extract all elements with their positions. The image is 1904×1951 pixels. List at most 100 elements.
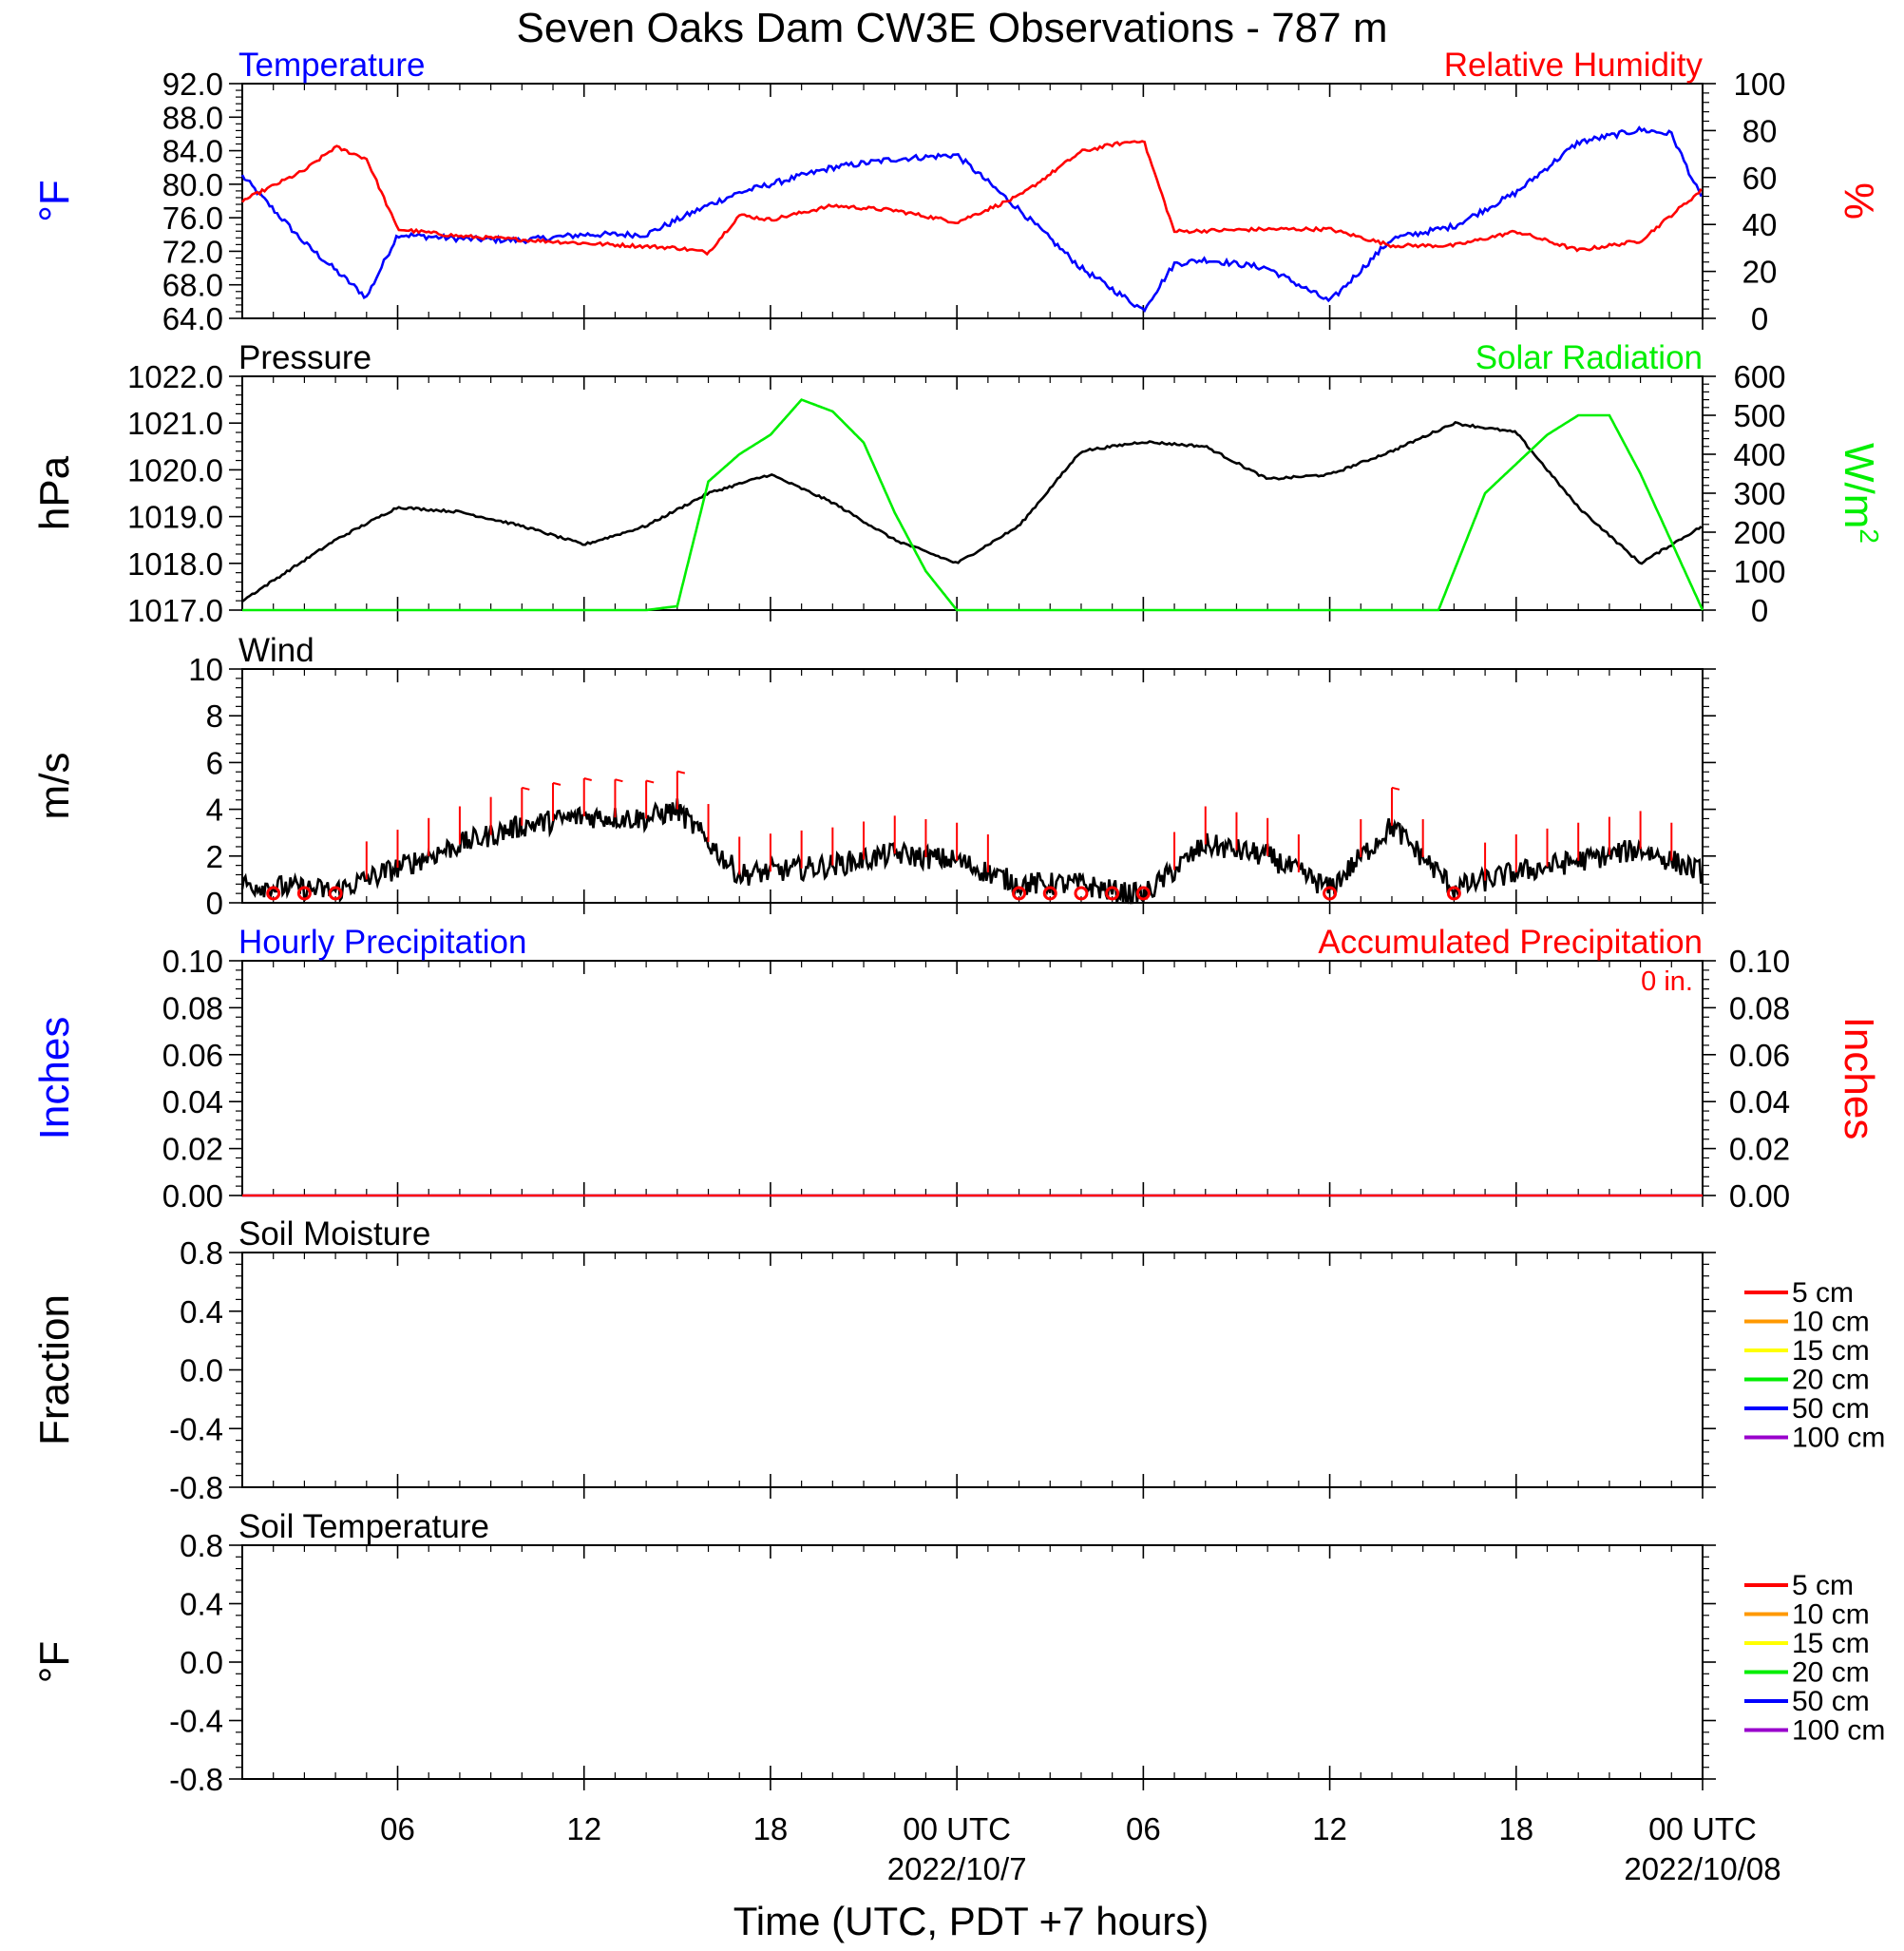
y-tick-label: 0.02 bbox=[162, 1132, 223, 1167]
y-tick-label: 1018.0 bbox=[127, 546, 223, 582]
calm-marker bbox=[328, 886, 343, 901]
soil-temp-frame bbox=[241, 1544, 1704, 1780]
solar-line bbox=[242, 398, 1704, 612]
right-tick-label: 0.02 bbox=[1729, 1132, 1790, 1167]
precip-left-title: Hourly Precipitation bbox=[238, 924, 526, 961]
right-tick-label: 20 bbox=[1742, 255, 1778, 290]
right-tick-label: 400 bbox=[1733, 437, 1785, 472]
y-tick-label: -0.8 bbox=[169, 1470, 223, 1505]
legend-label: 10 cm bbox=[1792, 1307, 1870, 1338]
legend-label: 100 cm bbox=[1792, 1715, 1885, 1747]
x-tick-label: 18 bbox=[753, 1811, 789, 1846]
precip-total-label: 0 in. bbox=[1641, 966, 1693, 997]
y-tick-label: 0.0 bbox=[180, 1353, 223, 1388]
y-tick-label: 92.0 bbox=[162, 67, 223, 102]
right-tick-label: 60 bbox=[1742, 161, 1778, 196]
y-tick-label: 0.00 bbox=[162, 1178, 223, 1214]
pressure-frame bbox=[241, 375, 1704, 611]
y-tick-label: 88.0 bbox=[162, 100, 223, 135]
right-tick-label: 100 bbox=[1733, 554, 1785, 589]
soil-moisture-frame bbox=[241, 1252, 1704, 1488]
right-tick-label: 0.08 bbox=[1729, 990, 1790, 1025]
calm-marker bbox=[1042, 886, 1057, 901]
legend-label: 100 cm bbox=[1792, 1423, 1885, 1454]
y-tick-label: 80.0 bbox=[162, 167, 223, 202]
y-tick-label: 68.0 bbox=[162, 268, 223, 303]
legend-label: 10 cm bbox=[1792, 1599, 1870, 1631]
legend-label: 20 cm bbox=[1792, 1657, 1870, 1689]
temperature-line bbox=[240, 125, 1703, 313]
y-tick-label: 10 bbox=[188, 652, 223, 687]
right-tick-label: 0.00 bbox=[1729, 1178, 1790, 1214]
wind-barb-flag bbox=[583, 777, 592, 781]
y-tick-label: 1017.0 bbox=[127, 593, 223, 628]
humidity-line bbox=[241, 140, 1703, 257]
precip-right-title: Accumulated Precipitation bbox=[1318, 924, 1703, 961]
legend-label: 15 cm bbox=[1792, 1335, 1870, 1367]
calm-marker bbox=[1446, 886, 1461, 901]
right-tick-label: 40 bbox=[1742, 207, 1778, 242]
y-tick-label: 0.4 bbox=[180, 1294, 223, 1329]
wind-barb-flag bbox=[615, 778, 623, 783]
wind-left-unit: m/s bbox=[31, 753, 78, 820]
x-tick-label: 12 bbox=[566, 1811, 601, 1846]
wind-barb-flag bbox=[676, 770, 686, 775]
legend-label: 50 cm bbox=[1792, 1686, 1870, 1717]
pressure-left-unit: hPa bbox=[31, 455, 78, 530]
legend-label: 5 cm bbox=[1792, 1277, 1854, 1309]
soil_temp-left-title: Soil Temperature bbox=[238, 1508, 489, 1545]
pressure-right-title: Solar Radiation bbox=[1476, 339, 1703, 376]
right-tick-label: 0 bbox=[1751, 301, 1768, 336]
temp_rh-right-unit: % bbox=[1836, 182, 1882, 220]
y-tick-label: 2 bbox=[206, 839, 223, 874]
y-tick-label: 0.10 bbox=[162, 944, 223, 979]
soil_temp-left-unit: °F bbox=[31, 1641, 78, 1683]
soil_moisture-left-unit: Fraction bbox=[31, 1294, 78, 1445]
right-tick-label: 0.10 bbox=[1729, 944, 1790, 979]
y-tick-label: 0.04 bbox=[162, 1084, 223, 1119]
y-tick-label: 0 bbox=[206, 886, 223, 921]
right-tick-label: 0 bbox=[1751, 593, 1768, 628]
legend-label: 5 cm bbox=[1792, 1570, 1854, 1601]
y-tick-label: 0.4 bbox=[180, 1587, 223, 1622]
calm-marker bbox=[1105, 886, 1120, 901]
y-tick-label: -0.4 bbox=[169, 1411, 223, 1446]
precip-right-unit: Inches bbox=[1836, 1017, 1882, 1140]
right-tick-label: 0.06 bbox=[1729, 1038, 1790, 1073]
calm-marker bbox=[1323, 886, 1338, 901]
y-tick-label: 0.8 bbox=[180, 1528, 223, 1563]
x-tick-label: 18 bbox=[1498, 1811, 1533, 1846]
legend-label: 15 cm bbox=[1792, 1628, 1870, 1659]
wind-barb-flag bbox=[1391, 786, 1400, 791]
right-tick-label: 100 bbox=[1733, 67, 1785, 102]
calm-marker bbox=[1135, 886, 1151, 901]
calm-marker bbox=[296, 886, 312, 901]
y-tick-label: 1020.0 bbox=[127, 452, 223, 488]
wind-left-title: Wind bbox=[238, 632, 314, 669]
temp-rh-frame bbox=[241, 83, 1704, 319]
y-tick-label: 1021.0 bbox=[127, 406, 223, 441]
legend-label: 50 cm bbox=[1792, 1393, 1870, 1425]
y-tick-label: 8 bbox=[206, 698, 223, 734]
y-tick-label: 0.08 bbox=[162, 990, 223, 1025]
y-tick-label: 0.0 bbox=[180, 1645, 223, 1680]
pressure-line bbox=[241, 420, 1703, 603]
calm-marker bbox=[1074, 886, 1089, 901]
y-tick-label: 0.06 bbox=[162, 1038, 223, 1073]
y-tick-label: 76.0 bbox=[162, 201, 223, 236]
calm-marker bbox=[266, 886, 281, 901]
temp_rh-left-unit: °F bbox=[31, 180, 78, 221]
x-tick-label: 00 UTC bbox=[903, 1811, 1011, 1846]
right-tick-label: 200 bbox=[1733, 515, 1785, 550]
x-tick-label: 06 bbox=[1126, 1811, 1161, 1846]
precip-frame bbox=[241, 960, 1704, 1196]
precip-left-unit: Inches bbox=[31, 1017, 78, 1140]
date-label: 2022/10/08 bbox=[1624, 1851, 1780, 1886]
right-tick-label: 600 bbox=[1733, 359, 1785, 394]
y-tick-label: -0.8 bbox=[169, 1762, 223, 1797]
wind-frame bbox=[241, 668, 1704, 904]
wind-barb-flag bbox=[552, 781, 562, 786]
x-tick-label: 00 UTC bbox=[1648, 1811, 1757, 1846]
